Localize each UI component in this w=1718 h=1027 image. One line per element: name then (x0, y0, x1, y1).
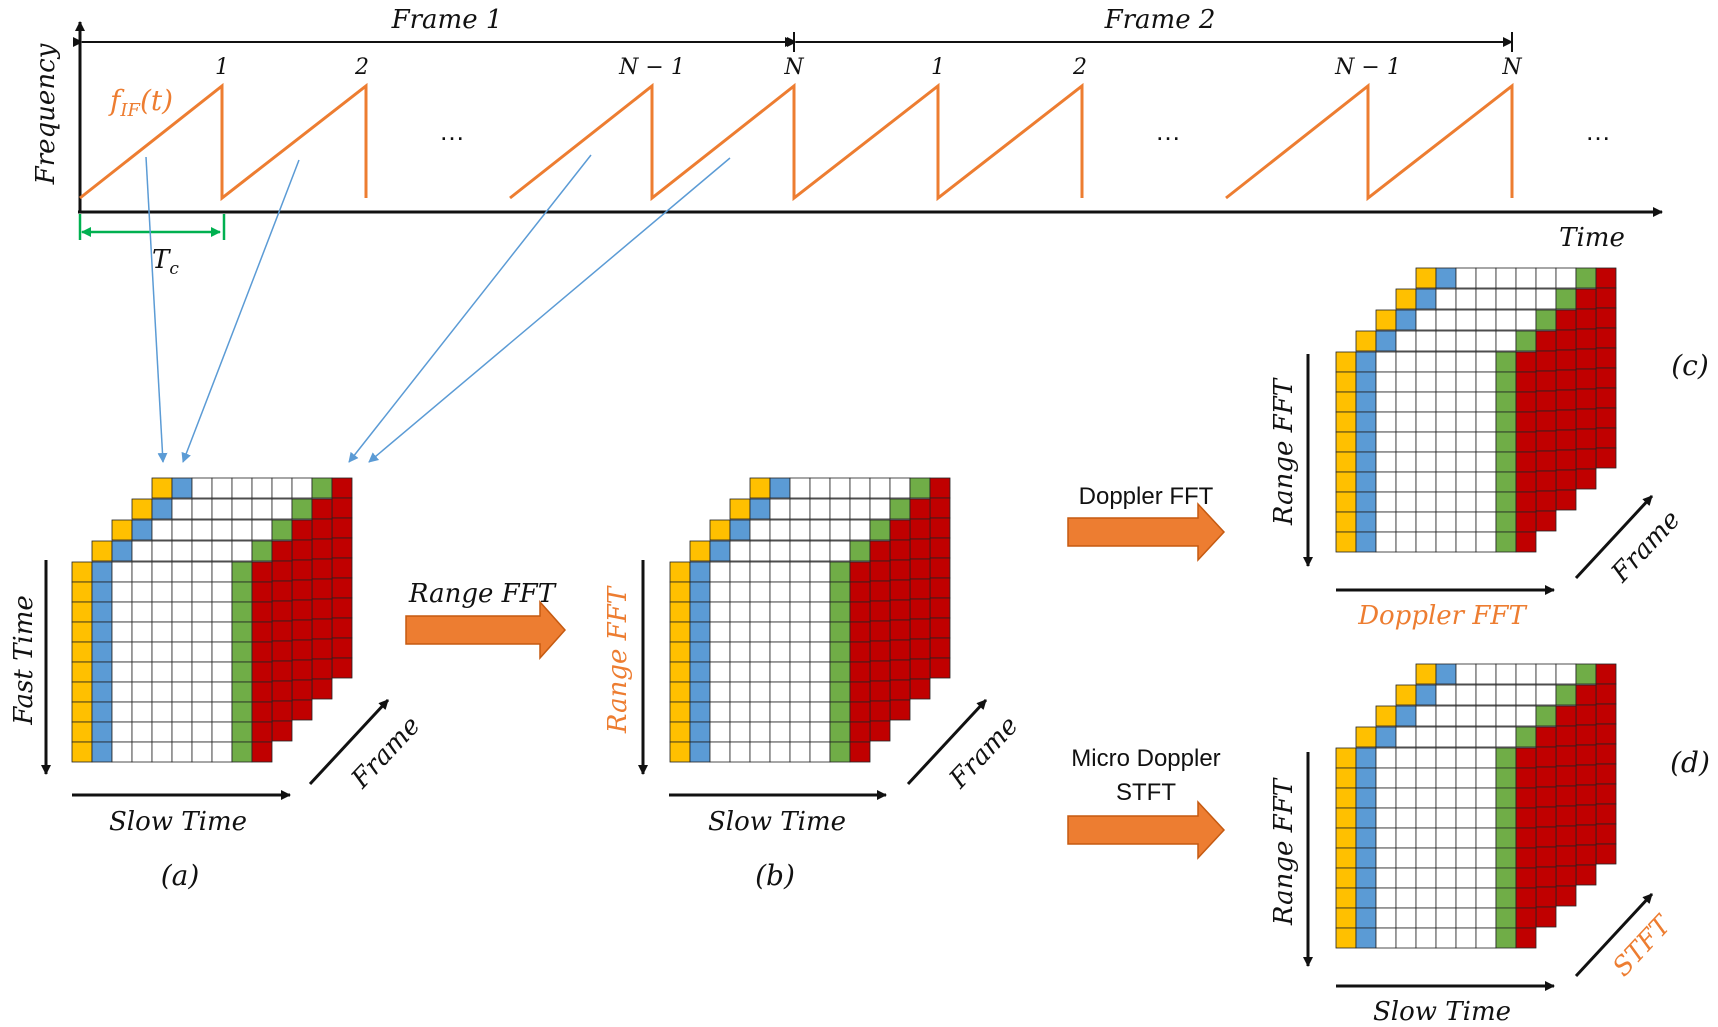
cube-a-depth-label: Frame (345, 711, 426, 795)
cube-c (1335, 267, 1617, 553)
doppler-fft-arrow-label: Doppler FFT (1079, 483, 1214, 510)
chirp-index-n: N (783, 55, 804, 80)
period-label: Tc (152, 245, 179, 279)
cube-c-caption: (c) (1671, 349, 1709, 382)
frequency-axis-label: Frequency (31, 43, 61, 185)
cube-d-vertical-label: Range FFT (1269, 777, 1299, 926)
micro-doppler-process: Micro Doppler STFT (1067, 745, 1226, 860)
frame1-label: Frame 1 (391, 5, 503, 35)
range-fft-arrow-label: Range FFT (408, 579, 557, 609)
chirp-index-n-minus-1: N − 1 (618, 55, 685, 80)
micro-doppler-arrow-label-line1: Micro Doppler (1071, 745, 1220, 772)
chirp-index-1-frame2: 1 (931, 55, 945, 80)
cube-d-caption: (d) (1670, 746, 1710, 779)
timeline: Frequency Time Frame 1 Frame 2 1 2 N − 1… (31, 5, 1663, 463)
cube-b-vertical-label: Range FFT (603, 585, 633, 734)
chirp-mapping-lines (145, 154, 731, 463)
doppler-fft-process: Doppler FFT (1067, 483, 1226, 562)
ellipsis-1: … (439, 116, 465, 146)
chirp-sawtooth (79, 82, 1514, 202)
cube-d-depth-label: STFT (1607, 909, 1678, 982)
data-cubes (71, 267, 1617, 949)
micro-doppler-arrow-label-line2: STFT (1116, 779, 1176, 806)
cube-c-depth-label: Frame (1605, 505, 1686, 589)
ellipsis-3: … (1585, 116, 1611, 146)
frame2-label: Frame 2 (1104, 5, 1216, 35)
cube-b-caption: (b) (755, 859, 795, 892)
ellipsis-2: … (1155, 116, 1181, 146)
doppler-fft-arrow (1067, 502, 1226, 562)
cube-d-horizontal-label: Slow Time (1373, 997, 1511, 1027)
range-fft-process: Range FFT (405, 579, 567, 660)
cube-a-horizontal-label: Slow Time (109, 807, 247, 837)
chirp-index-n-minus-1-frame2: N − 1 (1334, 55, 1401, 80)
chirp-index-1: 1 (215, 55, 229, 80)
cube-a-vertical-label: Fast Time (9, 595, 39, 726)
signal-label: fIF(t) (108, 84, 173, 121)
cube-b-depth-label: Frame (943, 711, 1024, 795)
cube-a-caption: (a) (161, 859, 200, 892)
cube-c-vertical-label: Range FFT (1269, 377, 1299, 526)
cube-a (71, 477, 353, 763)
chirp-index-2-frame2: 2 (1072, 55, 1087, 80)
time-axis-label: Time (1559, 223, 1625, 253)
cube-d (1335, 663, 1617, 949)
cube-c-horizontal-label: Doppler FFT (1357, 601, 1527, 631)
micro-doppler-arrow (1067, 800, 1226, 860)
chirp-index-n-frame2: N (1501, 55, 1522, 80)
chirp-index-2: 2 (354, 55, 369, 80)
cube-b (669, 477, 951, 763)
cube-b-horizontal-label: Slow Time (708, 807, 846, 837)
range-fft-arrow (405, 600, 567, 660)
